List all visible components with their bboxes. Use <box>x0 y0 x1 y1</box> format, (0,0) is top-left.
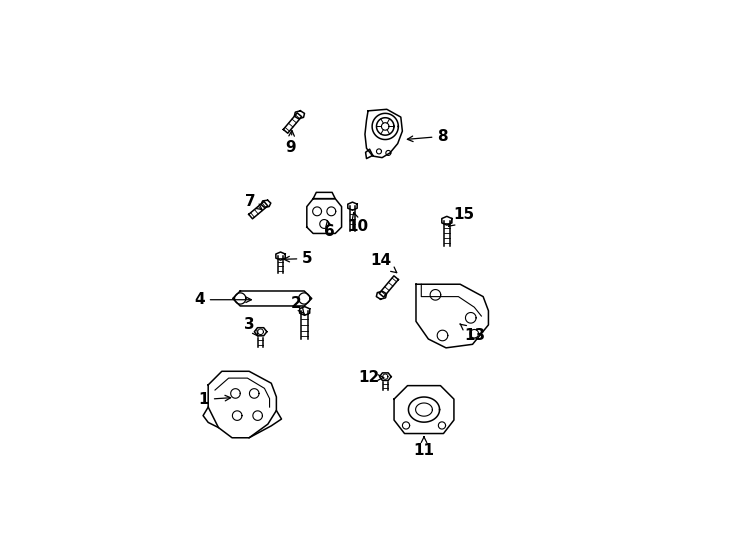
Polygon shape <box>394 386 454 434</box>
Polygon shape <box>320 220 329 228</box>
Polygon shape <box>402 422 410 429</box>
Polygon shape <box>255 328 267 336</box>
Text: 15: 15 <box>448 207 475 226</box>
Polygon shape <box>307 199 341 233</box>
Polygon shape <box>313 192 335 199</box>
Polygon shape <box>416 284 488 348</box>
Polygon shape <box>465 313 476 323</box>
Text: 7: 7 <box>245 194 262 210</box>
Polygon shape <box>230 389 240 398</box>
Text: 8: 8 <box>407 129 448 144</box>
Text: 1: 1 <box>198 392 230 407</box>
Text: 6: 6 <box>324 220 335 239</box>
Polygon shape <box>386 151 390 156</box>
Polygon shape <box>235 293 246 304</box>
Polygon shape <box>382 123 389 130</box>
Polygon shape <box>302 311 308 339</box>
Polygon shape <box>377 149 382 154</box>
Polygon shape <box>283 113 302 133</box>
Polygon shape <box>233 411 242 420</box>
Polygon shape <box>299 307 310 315</box>
Text: 10: 10 <box>347 212 368 234</box>
Text: 2: 2 <box>291 296 305 314</box>
Polygon shape <box>327 207 335 216</box>
Text: 11: 11 <box>413 437 435 458</box>
Text: 4: 4 <box>195 292 252 307</box>
Polygon shape <box>408 397 440 422</box>
Polygon shape <box>470 329 479 338</box>
Text: 14: 14 <box>371 253 397 273</box>
Polygon shape <box>258 338 263 347</box>
Polygon shape <box>365 109 402 158</box>
Polygon shape <box>299 293 310 304</box>
Polygon shape <box>442 217 452 225</box>
Polygon shape <box>252 411 262 420</box>
Polygon shape <box>377 118 394 135</box>
Polygon shape <box>430 289 440 300</box>
Polygon shape <box>277 256 283 273</box>
Polygon shape <box>208 372 277 438</box>
Polygon shape <box>377 291 387 299</box>
Polygon shape <box>233 291 312 306</box>
Polygon shape <box>313 207 321 216</box>
Polygon shape <box>249 201 268 219</box>
Polygon shape <box>366 149 373 159</box>
Text: 3: 3 <box>244 317 258 336</box>
Text: 9: 9 <box>286 131 297 156</box>
Polygon shape <box>349 206 355 231</box>
Text: 12: 12 <box>358 370 384 385</box>
Polygon shape <box>415 403 432 416</box>
Polygon shape <box>379 276 399 297</box>
Polygon shape <box>379 373 391 381</box>
Polygon shape <box>250 389 259 398</box>
Polygon shape <box>261 200 271 207</box>
Polygon shape <box>383 382 388 390</box>
Polygon shape <box>437 330 448 341</box>
Polygon shape <box>443 221 450 246</box>
Text: 5: 5 <box>284 251 313 266</box>
Polygon shape <box>348 202 357 210</box>
Polygon shape <box>372 113 399 139</box>
Polygon shape <box>294 111 305 119</box>
Text: 13: 13 <box>460 324 486 343</box>
Polygon shape <box>276 252 286 260</box>
Polygon shape <box>438 422 446 429</box>
